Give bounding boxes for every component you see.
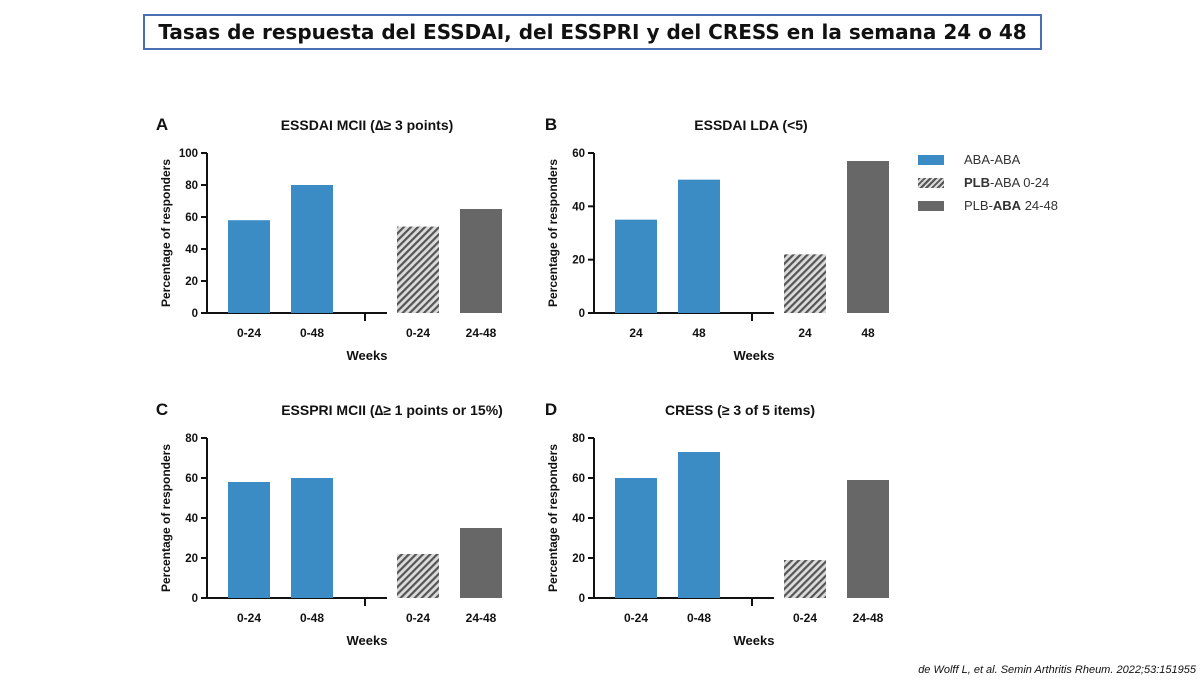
panel-title: ESSPRI MCII (∆≥ 1 points or 15%) (281, 402, 503, 418)
panel-letter: B (545, 115, 557, 134)
bar-blue (291, 185, 333, 313)
page-title: Tasas de respuesta del ESSDAI, del ESSPR… (158, 20, 1027, 44)
citation: de Wolff L, et al. Semin Arthritis Rheum… (918, 664, 1196, 676)
y-tick-label: 40 (185, 244, 198, 256)
x-tick-label: 24 (798, 326, 812, 340)
x-tick-label: 0-24 (793, 611, 817, 625)
y-tick-label: 40 (185, 513, 198, 525)
x-axis-label: Weeks (347, 348, 388, 363)
y-axis-label: Percentage of responders (546, 444, 560, 592)
panel-title: ESSDAI LDA (<5) (694, 117, 807, 133)
y-tick-label: 20 (572, 255, 585, 267)
page-title-box: Tasas de respuesta del ESSDAI, del ESSPR… (143, 14, 1042, 50)
bar-hatch (784, 560, 826, 598)
y-axis-label: Percentage of responders (546, 159, 560, 307)
bar-hatch (397, 554, 439, 598)
bar-gray (460, 209, 502, 313)
legend-item-hatch: PLB-ABA 0-24 (918, 171, 1058, 194)
legend-swatch-blue (918, 154, 944, 165)
bar-blue (615, 478, 657, 598)
bar-gray (460, 528, 502, 598)
bar-gray (847, 161, 889, 313)
panel-letter: A (156, 115, 168, 134)
y-tick-label: 100 (179, 148, 198, 160)
x-tick-label: 24 (629, 326, 643, 340)
y-tick-label: 80 (185, 433, 198, 445)
bar-blue (291, 478, 333, 598)
y-tick-label: 60 (572, 473, 585, 485)
y-tick-label: 80 (572, 433, 585, 445)
y-axis-label: Percentage of responders (159, 159, 173, 307)
bar-blue (678, 452, 720, 598)
y-tick-label: 0 (579, 593, 585, 605)
x-tick-label: 48 (861, 326, 875, 340)
y-tick-label: 20 (185, 276, 198, 288)
y-tick-label: 0 (579, 308, 585, 320)
x-tick-label: 0-24 (237, 611, 261, 625)
x-tick-label: 24-48 (466, 326, 497, 340)
x-tick-label: 0-24 (237, 326, 261, 340)
legend-item-blue: ABA-ABA (918, 148, 1058, 171)
bar-blue (615, 219, 657, 313)
y-tick-label: 40 (572, 513, 585, 525)
legend-swatch-gray (918, 200, 944, 211)
x-axis-label: Weeks (734, 633, 775, 648)
x-tick-label: 24-48 (853, 611, 884, 625)
legend: ABA-ABA PLB-ABA 0-24 PLB-ABA 24-48 (918, 148, 1058, 217)
y-tick-label: 80 (185, 180, 198, 192)
y-tick-label: 40 (572, 201, 585, 213)
legend-label: PLB-ABA 0-24 (964, 175, 1050, 190)
x-tick-label: 0-24 (406, 611, 430, 625)
x-axis-label: Weeks (347, 633, 388, 648)
legend-item-gray: PLB-ABA 24-48 (918, 194, 1058, 217)
bar-gray (847, 480, 889, 598)
x-tick-label: 24-48 (466, 611, 497, 625)
bar-blue (228, 220, 270, 313)
bar-blue (228, 482, 270, 598)
legend-label: PLB-ABA 24-48 (964, 198, 1058, 213)
x-axis-label: Weeks (734, 348, 775, 363)
x-tick-label: 0-48 (687, 611, 711, 625)
y-tick-label: 60 (185, 212, 198, 224)
y-tick-label: 60 (572, 148, 585, 160)
legend-swatch-hatch (918, 177, 944, 188)
bar-hatch (397, 226, 439, 313)
panel-letter: C (156, 400, 168, 419)
x-tick-label: 48 (692, 326, 706, 340)
y-tick-label: 0 (192, 308, 198, 320)
panel-letter: D (545, 400, 557, 419)
y-tick-label: 60 (185, 473, 198, 485)
bar-blue (678, 179, 720, 313)
legend-label: ABA-ABA (964, 152, 1021, 167)
x-tick-label: 0-24 (624, 611, 648, 625)
x-tick-label: 0-48 (300, 326, 324, 340)
panel-title: ESSDAI MCII (∆≥ 3 points) (281, 117, 454, 133)
x-tick-label: 0-24 (406, 326, 430, 340)
y-axis-label: Percentage of responders (159, 444, 173, 592)
x-tick-label: 0-48 (300, 611, 324, 625)
y-tick-label: 20 (185, 553, 198, 565)
y-tick-label: 20 (572, 553, 585, 565)
y-tick-label: 0 (192, 593, 198, 605)
bar-hatch (784, 254, 826, 313)
panel-title: CRESS (≥ 3 of 5 items) (665, 402, 815, 418)
